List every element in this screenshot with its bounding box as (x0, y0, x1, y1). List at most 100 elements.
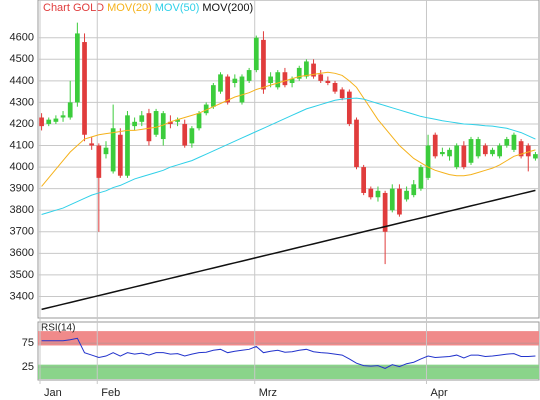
legend-entry: MOV(200) (202, 2, 253, 14)
candle-body (475, 139, 481, 157)
y-tick-label: 3800 (10, 204, 34, 216)
candle-body (275, 72, 281, 88)
candle-body (325, 80, 331, 84)
candle-body (82, 42, 87, 135)
candle-body (397, 188, 402, 215)
candle-body (296, 67, 302, 79)
candle-body (60, 115, 66, 118)
candle-body (89, 143, 95, 146)
candle-body (504, 139, 510, 146)
y-tick-label: 4100 (10, 139, 34, 151)
moving-average (41, 97, 536, 215)
legend: Chart GOLD MOV(20) MOV(50) MOV(200) (43, 2, 253, 14)
candle-body (432, 134, 438, 157)
candle-body (525, 145, 531, 157)
legend: Chart GOLD MOV(20) MOV(50) MOV(200) (43, 2, 253, 14)
candle-body (39, 117, 44, 127)
candle-body (125, 115, 130, 176)
candle-body (332, 83, 338, 92)
moving-average (41, 71, 536, 187)
legend-entry: MOV(50) (155, 2, 200, 14)
candle-body (182, 123, 188, 146)
y-tick-label: 4300 (10, 96, 34, 108)
y-tick-label: 4000 (10, 161, 34, 173)
candle-body (268, 76, 273, 84)
candle-body (411, 184, 417, 196)
moving-average (41, 189, 536, 311)
candle-body (189, 128, 195, 144)
rsi-tick-label: 75 (22, 337, 34, 349)
y-tick-label: 4600 (10, 32, 34, 44)
candle-body (67, 102, 73, 118)
overbought-band (38, 331, 539, 346)
x-tick-label: Mrz (259, 387, 277, 399)
candle-body (160, 113, 166, 140)
candle-body (153, 111, 159, 135)
candle-body (232, 78, 238, 84)
candle-body (46, 119, 52, 124)
candle-body (518, 141, 524, 157)
y-tick-label: 4500 (10, 53, 34, 65)
candle-body (361, 167, 367, 193)
candle-body (218, 74, 223, 92)
candle-body (117, 134, 123, 176)
candle-body (239, 76, 245, 103)
x-tick-label: Feb (101, 387, 120, 399)
candle-body (311, 63, 316, 77)
candle-body (368, 188, 374, 198)
candle-body (354, 119, 359, 168)
candle-body (132, 121, 137, 127)
candle-body (511, 134, 517, 150)
candle-body (468, 139, 474, 163)
candle-body (110, 128, 116, 172)
rsi-line (41, 337, 536, 370)
y-tick-label: 4400 (10, 75, 34, 87)
candle-body (196, 113, 202, 129)
x-tick-label: Jan (44, 387, 62, 399)
y-tick-label: 3700 (10, 226, 34, 238)
candle-body (53, 118, 59, 122)
candle-body (404, 190, 409, 200)
candle-body (282, 72, 288, 86)
x-tick-label: Apr (430, 387, 447, 399)
candle-body (440, 151, 445, 155)
candle-body (175, 119, 180, 122)
candle-body (103, 147, 109, 155)
candle-body (482, 145, 488, 155)
candle-body (497, 145, 502, 157)
candle-body (168, 121, 173, 124)
candle-body (447, 149, 452, 157)
candle-body (418, 167, 424, 189)
candle-body (210, 85, 216, 107)
candle-body (304, 61, 309, 77)
candle-body (261, 39, 266, 90)
candle-body (490, 149, 495, 155)
y-tick-label: 4200 (10, 118, 34, 130)
candle-body (289, 78, 295, 84)
y-tick-label: 3400 (10, 290, 34, 302)
candle-body (253, 37, 259, 71)
y-tick-label: 3600 (10, 247, 34, 259)
candle-body (246, 70, 252, 81)
candle-body (533, 154, 538, 159)
y-tick-label: 3900 (10, 183, 34, 195)
candle-body (318, 74, 324, 81)
candle-body (75, 33, 80, 103)
candle-body (203, 104, 209, 114)
legend-entry: MOV(20) (107, 2, 152, 14)
rsi-tick-label: 25 (22, 361, 34, 373)
rsi-title: RSI(14) (41, 323, 75, 334)
candle-body (139, 115, 145, 122)
candle-body (454, 145, 460, 168)
y-tick-label: 3500 (10, 269, 34, 281)
candle-body (346, 91, 352, 124)
candle-body (146, 113, 152, 142)
candle-body (339, 89, 345, 99)
legend-entry: Chart GOLD (43, 2, 104, 14)
candle-body (389, 188, 395, 211)
candle-body (461, 145, 467, 168)
candle-body (225, 76, 231, 103)
candle-body (96, 145, 102, 178)
candle-body (375, 190, 381, 198)
